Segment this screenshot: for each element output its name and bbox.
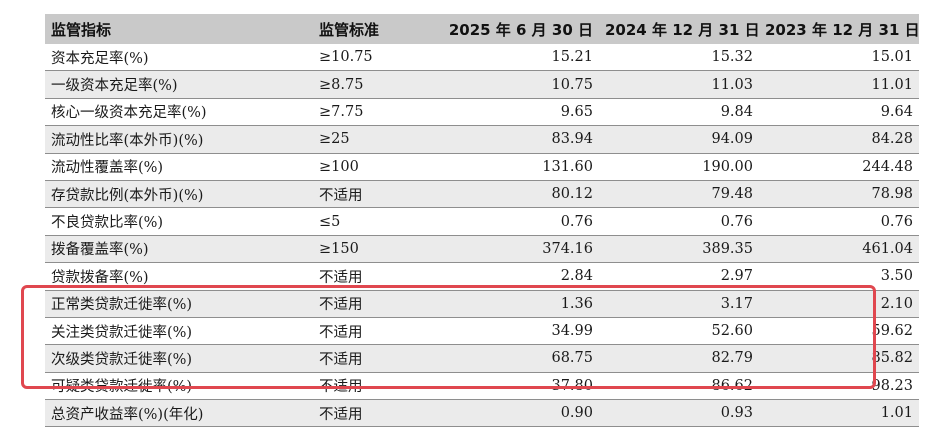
cell-value-2025-06-30: 68.75 xyxy=(437,344,599,373)
cell-value-2023-12-31: 9.64 xyxy=(759,98,919,127)
cell-value-2024-12-31: 389.35 xyxy=(599,235,759,264)
cell-value-2023-12-31: 84.28 xyxy=(759,125,919,154)
cell-value-2025-06-30: 9.65 xyxy=(437,98,599,127)
cell-indicator: 流动性比率(本外币)(%) xyxy=(45,125,313,154)
table-row: 核心一级资本充足率(%) ≥7.75 9.65 9.84 9.64 xyxy=(45,98,919,127)
cell-value-2024-12-31: 86.62 xyxy=(599,372,759,401)
header-2024-12-31: 2024 年 12 月 31 日 xyxy=(599,14,760,44)
cell-standard: ≥100 xyxy=(313,153,437,181)
cell-value-2025-06-30: 131.60 xyxy=(437,153,599,181)
cell-indicator: 次级类贷款迁徙率(%) xyxy=(45,344,313,373)
cell-value-2024-12-31: 15.32 xyxy=(599,44,759,72)
cell-standard: ≥25 xyxy=(313,125,437,154)
header-standard: 监管标准 xyxy=(313,14,437,44)
cell-indicator: 不良贷款比率(%) xyxy=(45,207,313,236)
cell-indicator: 存贷款比例(本外币)(%) xyxy=(45,180,313,209)
cell-value-2025-06-30: 374.16 xyxy=(437,235,599,264)
cell-value-2025-06-30: 15.21 xyxy=(437,44,599,72)
cell-indicator: 贷款拨备率(%) xyxy=(45,262,313,291)
cell-value-2023-12-31: 1.01 xyxy=(759,399,919,427)
cell-standard: ≥7.75 xyxy=(313,98,437,127)
cell-standard: 不适用 xyxy=(313,180,437,209)
table-row: 不良贷款比率(%) ≤5 0.76 0.76 0.76 xyxy=(45,207,919,236)
table-row: 正常类贷款迁徙率(%) 不适用 1.36 3.17 2.10 xyxy=(45,290,919,318)
cell-value-2024-12-31: 2.97 xyxy=(599,262,759,291)
cell-value-2023-12-31: 0.76 xyxy=(759,207,919,236)
cell-value-2024-12-31: 0.93 xyxy=(599,399,759,427)
cell-value-2024-12-31: 0.76 xyxy=(599,207,759,236)
table-row: 关注类贷款迁徙率(%) 不适用 34.99 52.60 59.62 xyxy=(45,317,919,346)
table-row: 流动性覆盖率(%) ≥100 131.60 190.00 244.48 xyxy=(45,153,919,181)
header-indicator: 监管指标 xyxy=(45,14,313,44)
cell-standard: ≥8.75 xyxy=(313,70,437,99)
cell-value-2023-12-31: 59.62 xyxy=(759,317,919,346)
cell-value-2025-06-30: 34.99 xyxy=(437,317,599,346)
cell-value-2025-06-30: 0.76 xyxy=(437,207,599,236)
cell-standard: 不适用 xyxy=(313,317,437,346)
table-row: 次级类贷款迁徙率(%) 不适用 68.75 82.79 85.82 xyxy=(45,344,919,373)
cell-value-2023-12-31: 98.23 xyxy=(759,372,919,401)
cell-standard: 不适用 xyxy=(313,262,437,291)
table-row: 拨备覆盖率(%) ≥150 374.16 389.35 461.04 xyxy=(45,235,919,264)
cell-value-2025-06-30: 37.80 xyxy=(437,372,599,401)
cell-standard: ≥150 xyxy=(313,235,437,264)
cell-indicator: 资本充足率(%) xyxy=(45,44,313,72)
cell-value-2023-12-31: 15.01 xyxy=(759,44,919,72)
cell-value-2023-12-31: 3.50 xyxy=(759,262,919,291)
cell-value-2024-12-31: 94.09 xyxy=(599,125,759,154)
cell-value-2023-12-31: 11.01 xyxy=(759,70,919,99)
cell-standard: 不适用 xyxy=(313,344,437,373)
cell-value-2024-12-31: 52.60 xyxy=(599,317,759,346)
cell-indicator: 可疑类贷款迁徙率(%) xyxy=(45,372,313,401)
cell-value-2025-06-30: 80.12 xyxy=(437,180,599,209)
cell-value-2024-12-31: 9.84 xyxy=(599,98,759,127)
regulatory-indicators-table: 监管指标 监管标准 2025 年 6 月 30 日 2024 年 12 月 31… xyxy=(45,14,920,427)
cell-value-2024-12-31: 11.03 xyxy=(599,70,759,99)
table-row: 一级资本充足率(%) ≥8.75 10.75 11.03 11.01 xyxy=(45,70,919,99)
cell-indicator: 核心一级资本充足率(%) xyxy=(45,98,313,127)
table-header-row: 监管指标 监管标准 2025 年 6 月 30 日 2024 年 12 月 31… xyxy=(45,14,920,44)
table-row: 资本充足率(%) ≥10.75 15.21 15.32 15.01 xyxy=(45,44,919,72)
cell-standard: ≤5 xyxy=(313,207,437,236)
table-row: 流动性比率(本外币)(%) ≥25 83.94 94.09 84.28 xyxy=(45,125,919,154)
table-row: 可疑类贷款迁徙率(%) 不适用 37.80 86.62 98.23 xyxy=(45,372,919,401)
cell-standard: 不适用 xyxy=(313,290,437,318)
table-row: 贷款拨备率(%) 不适用 2.84 2.97 3.50 xyxy=(45,262,919,291)
table-row: 总资产收益率(%)(年化) 不适用 0.90 0.93 1.01 xyxy=(45,399,919,427)
cell-value-2025-06-30: 2.84 xyxy=(437,262,599,291)
header-2023-12-31: 2023 年 12 月 31 日 xyxy=(759,14,920,44)
cell-value-2023-12-31: 2.10 xyxy=(759,290,919,318)
header-2025-06-30: 2025 年 6 月 30 日 xyxy=(437,14,599,44)
cell-standard: 不适用 xyxy=(313,372,437,401)
cell-value-2025-06-30: 10.75 xyxy=(437,70,599,99)
cell-indicator: 拨备覆盖率(%) xyxy=(45,235,313,264)
cell-indicator: 流动性覆盖率(%) xyxy=(45,153,313,181)
cell-indicator: 正常类贷款迁徙率(%) xyxy=(45,290,313,318)
cell-indicator: 关注类贷款迁徙率(%) xyxy=(45,317,313,346)
cell-standard: 不适用 xyxy=(313,399,437,427)
cell-value-2024-12-31: 190.00 xyxy=(599,153,759,181)
cell-indicator: 总资产收益率(%)(年化) xyxy=(45,399,313,427)
cell-value-2023-12-31: 461.04 xyxy=(759,235,919,264)
cell-standard: ≥10.75 xyxy=(313,44,437,72)
cell-value-2023-12-31: 85.82 xyxy=(759,344,919,373)
table-body: 资本充足率(%) ≥10.75 15.21 15.32 15.01 一级资本充足率(%) ≥… xyxy=(45,44,919,427)
cell-indicator: 一级资本充足率(%) xyxy=(45,70,313,99)
cell-value-2024-12-31: 79.48 xyxy=(599,180,759,209)
cell-value-2024-12-31: 3.17 xyxy=(599,290,759,318)
cell-value-2023-12-31: 244.48 xyxy=(759,153,919,181)
table-row: 存贷款比例(本外币)(%) 不适用 80.12 79.48 78.98 xyxy=(45,180,919,209)
cell-value-2024-12-31: 82.79 xyxy=(599,344,759,373)
cell-value-2025-06-30: 1.36 xyxy=(437,290,599,318)
cell-value-2025-06-30: 0.90 xyxy=(437,399,599,427)
cell-value-2025-06-30: 83.94 xyxy=(437,125,599,154)
cell-value-2023-12-31: 78.98 xyxy=(759,180,919,209)
